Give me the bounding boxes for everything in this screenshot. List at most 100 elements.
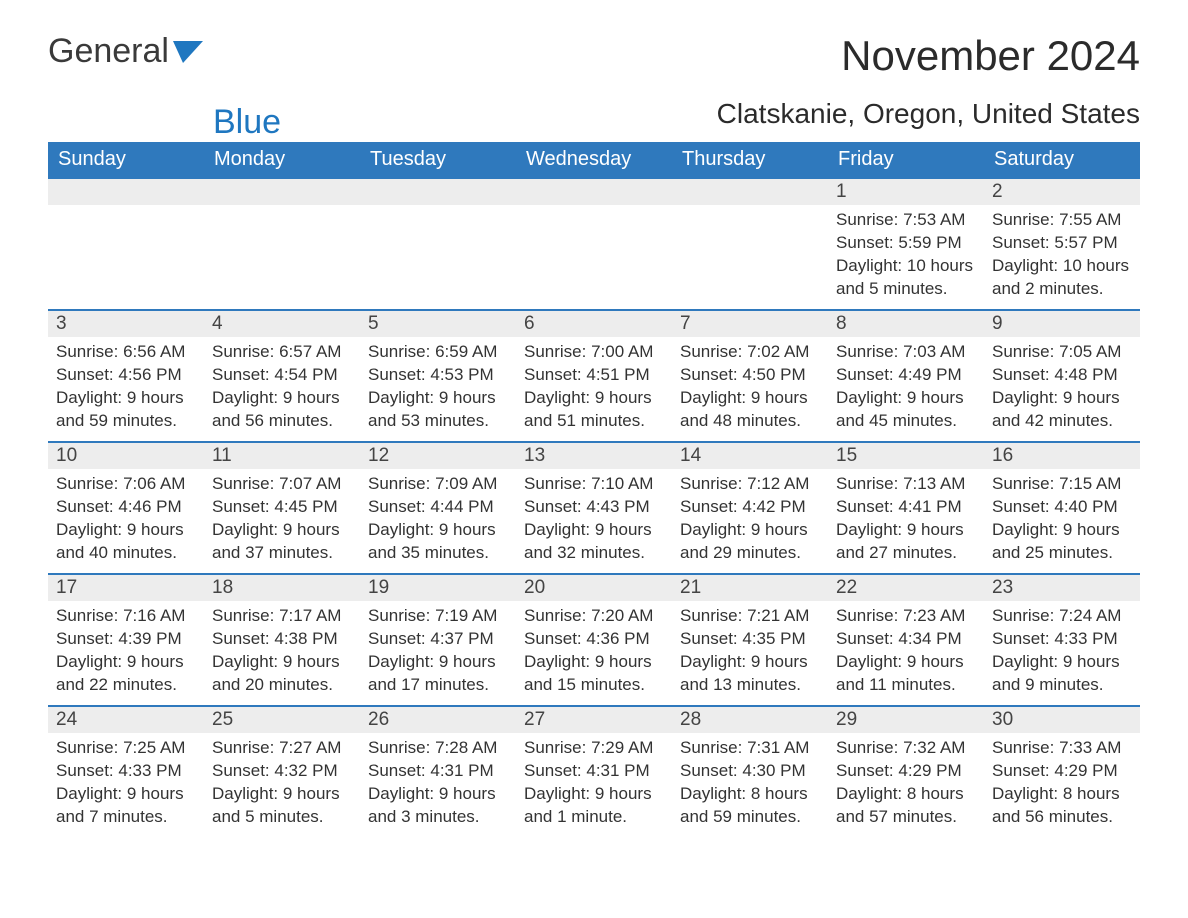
day-number: 18 xyxy=(204,573,360,601)
sunrise-text: Sunrise: 7:20 AM xyxy=(524,605,664,628)
daylight-text: Daylight: 9 hours and 13 minutes. xyxy=(680,651,820,697)
daylight-text: Daylight: 9 hours and 53 minutes. xyxy=(368,387,508,433)
day-number: 29 xyxy=(828,705,984,733)
sunset-text: Sunset: 4:50 PM xyxy=(680,364,820,387)
day-number: 10 xyxy=(48,441,204,469)
sunset-text: Sunset: 4:48 PM xyxy=(992,364,1132,387)
day-number: 24 xyxy=(48,705,204,733)
calendar-cell: 12Sunrise: 7:09 AMSunset: 4:44 PMDayligh… xyxy=(360,441,516,573)
day-details: Sunrise: 7:21 AMSunset: 4:35 PMDaylight:… xyxy=(672,601,828,705)
calendar-cell: 26Sunrise: 7:28 AMSunset: 4:31 PMDayligh… xyxy=(360,705,516,837)
sunrise-text: Sunrise: 7:05 AM xyxy=(992,341,1132,364)
sunset-text: Sunset: 4:31 PM xyxy=(524,760,664,783)
calendar-cell: 5Sunrise: 6:59 AMSunset: 4:53 PMDaylight… xyxy=(360,309,516,441)
sunset-text: Sunset: 4:42 PM xyxy=(680,496,820,519)
day-number xyxy=(48,177,204,205)
day-details: Sunrise: 7:32 AMSunset: 4:29 PMDaylight:… xyxy=(828,733,984,837)
sunrise-text: Sunrise: 6:59 AM xyxy=(368,341,508,364)
calendar-cell: 19Sunrise: 7:19 AMSunset: 4:37 PMDayligh… xyxy=(360,573,516,705)
day-details: Sunrise: 7:06 AMSunset: 4:46 PMDaylight:… xyxy=(48,469,204,573)
calendar-cell: 1Sunrise: 7:53 AMSunset: 5:59 PMDaylight… xyxy=(828,177,984,309)
daylight-text: Daylight: 9 hours and 22 minutes. xyxy=(56,651,196,697)
sunset-text: Sunset: 4:32 PM xyxy=(212,760,352,783)
daylight-text: Daylight: 9 hours and 59 minutes. xyxy=(56,387,196,433)
page-title: November 2024 xyxy=(841,32,1140,80)
day-details: Sunrise: 7:27 AMSunset: 4:32 PMDaylight:… xyxy=(204,733,360,837)
daylight-text: Daylight: 9 hours and 40 minutes. xyxy=(56,519,196,565)
sunset-text: Sunset: 4:41 PM xyxy=(836,496,976,519)
daylight-text: Daylight: 9 hours and 48 minutes. xyxy=(680,387,820,433)
calendar-cell: 10Sunrise: 7:06 AMSunset: 4:46 PMDayligh… xyxy=(48,441,204,573)
calendar-week-row: 17Sunrise: 7:16 AMSunset: 4:39 PMDayligh… xyxy=(48,573,1140,705)
day-number: 22 xyxy=(828,573,984,601)
day-number: 20 xyxy=(516,573,672,601)
day-number: 9 xyxy=(984,309,1140,337)
day-number: 4 xyxy=(204,309,360,337)
day-number: 27 xyxy=(516,705,672,733)
calendar-cell: 20Sunrise: 7:20 AMSunset: 4:36 PMDayligh… xyxy=(516,573,672,705)
calendar-cell xyxy=(48,177,204,309)
calendar-cell: 29Sunrise: 7:32 AMSunset: 4:29 PMDayligh… xyxy=(828,705,984,837)
day-number: 7 xyxy=(672,309,828,337)
sunrise-text: Sunrise: 7:19 AM xyxy=(368,605,508,628)
day-number: 23 xyxy=(984,573,1140,601)
daylight-text: Daylight: 8 hours and 56 minutes. xyxy=(992,783,1132,829)
calendar-cell: 21Sunrise: 7:21 AMSunset: 4:35 PMDayligh… xyxy=(672,573,828,705)
sunset-text: Sunset: 4:35 PM xyxy=(680,628,820,651)
day-details: Sunrise: 7:53 AMSunset: 5:59 PMDaylight:… xyxy=(828,205,984,309)
weekday-header: Wednesday xyxy=(516,142,672,177)
calendar-cell: 2Sunrise: 7:55 AMSunset: 5:57 PMDaylight… xyxy=(984,177,1140,309)
sunset-text: Sunset: 5:57 PM xyxy=(992,232,1132,255)
day-number: 25 xyxy=(204,705,360,733)
day-details: Sunrise: 7:15 AMSunset: 4:40 PMDaylight:… xyxy=(984,469,1140,573)
daylight-text: Daylight: 9 hours and 1 minute. xyxy=(524,783,664,829)
daylight-text: Daylight: 9 hours and 7 minutes. xyxy=(56,783,196,829)
calendar-cell xyxy=(360,177,516,309)
sunset-text: Sunset: 5:59 PM xyxy=(836,232,976,255)
sunset-text: Sunset: 4:39 PM xyxy=(56,628,196,651)
day-details: Sunrise: 7:24 AMSunset: 4:33 PMDaylight:… xyxy=(984,601,1140,705)
calendar-cell xyxy=(672,177,828,309)
sunrise-text: Sunrise: 7:24 AM xyxy=(992,605,1132,628)
day-number: 21 xyxy=(672,573,828,601)
calendar-cell: 7Sunrise: 7:02 AMSunset: 4:50 PMDaylight… xyxy=(672,309,828,441)
day-number: 13 xyxy=(516,441,672,469)
day-number xyxy=(516,177,672,205)
sunset-text: Sunset: 4:30 PM xyxy=(680,760,820,783)
day-number: 3 xyxy=(48,309,204,337)
weekday-header: Friday xyxy=(828,142,984,177)
daylight-text: Daylight: 9 hours and 20 minutes. xyxy=(212,651,352,697)
weekday-header: Sunday xyxy=(48,142,204,177)
daylight-text: Daylight: 9 hours and 51 minutes. xyxy=(524,387,664,433)
sunset-text: Sunset: 4:51 PM xyxy=(524,364,664,387)
day-number xyxy=(360,177,516,205)
calendar-cell: 30Sunrise: 7:33 AMSunset: 4:29 PMDayligh… xyxy=(984,705,1140,837)
weekday-header: Monday xyxy=(204,142,360,177)
day-details: Sunrise: 7:10 AMSunset: 4:43 PMDaylight:… xyxy=(516,469,672,573)
sunrise-text: Sunrise: 7:10 AM xyxy=(524,473,664,496)
sunrise-text: Sunrise: 6:56 AM xyxy=(56,341,196,364)
day-details: Sunrise: 6:56 AMSunset: 4:56 PMDaylight:… xyxy=(48,337,204,441)
day-number: 16 xyxy=(984,441,1140,469)
daylight-text: Daylight: 8 hours and 59 minutes. xyxy=(680,783,820,829)
sunrise-text: Sunrise: 7:17 AM xyxy=(212,605,352,628)
brand-logo: General xyxy=(48,32,203,71)
sunset-text: Sunset: 4:56 PM xyxy=(56,364,196,387)
sunset-text: Sunset: 4:49 PM xyxy=(836,364,976,387)
calendar-cell: 24Sunrise: 7:25 AMSunset: 4:33 PMDayligh… xyxy=(48,705,204,837)
day-details: Sunrise: 7:03 AMSunset: 4:49 PMDaylight:… xyxy=(828,337,984,441)
day-number: 19 xyxy=(360,573,516,601)
sunset-text: Sunset: 4:29 PM xyxy=(836,760,976,783)
day-details: Sunrise: 7:07 AMSunset: 4:45 PMDaylight:… xyxy=(204,469,360,573)
calendar-week-row: 1Sunrise: 7:53 AMSunset: 5:59 PMDaylight… xyxy=(48,177,1140,309)
sunrise-text: Sunrise: 7:15 AM xyxy=(992,473,1132,496)
daylight-text: Daylight: 10 hours and 2 minutes. xyxy=(992,255,1132,301)
calendar-cell xyxy=(204,177,360,309)
calendar-cell: 25Sunrise: 7:27 AMSunset: 4:32 PMDayligh… xyxy=(204,705,360,837)
location-subtitle: Clatskanie, Oregon, United States xyxy=(717,98,1140,130)
sunset-text: Sunset: 4:40 PM xyxy=(992,496,1132,519)
day-details: Sunrise: 7:20 AMSunset: 4:36 PMDaylight:… xyxy=(516,601,672,705)
day-details: Sunrise: 7:29 AMSunset: 4:31 PMDaylight:… xyxy=(516,733,672,837)
sunrise-text: Sunrise: 7:06 AM xyxy=(56,473,196,496)
daylight-text: Daylight: 9 hours and 25 minutes. xyxy=(992,519,1132,565)
